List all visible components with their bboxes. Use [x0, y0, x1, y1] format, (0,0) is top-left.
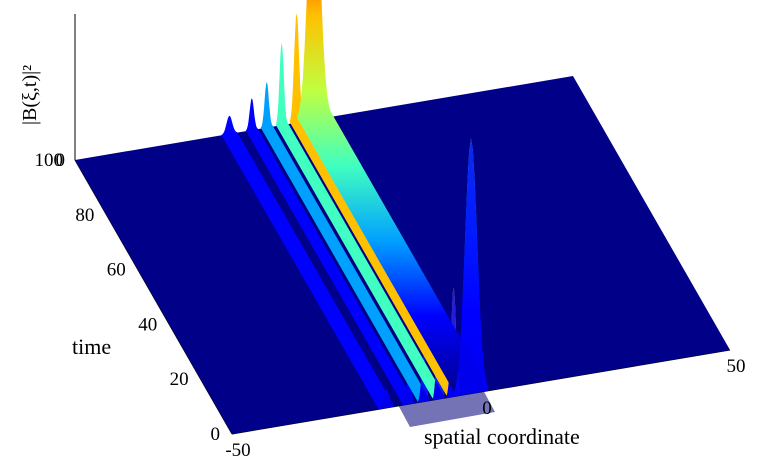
- z-tick-label-0: 0: [56, 150, 66, 171]
- ridge-front-face-1: [402, 372, 415, 406]
- ridge-0: [221, 115, 395, 409]
- ridges-layer: [221, 0, 488, 410]
- x-axis-label: spatial coordinate: [424, 424, 580, 449]
- y-tick-label-3: 60: [107, 260, 126, 281]
- ridge-front-face-5: [454, 138, 488, 397]
- x-tick-label-1: 0: [482, 398, 492, 419]
- ridge-1: [245, 98, 415, 405]
- x-tick-label-0: -50: [225, 440, 250, 461]
- y-axis-label: time: [72, 334, 111, 359]
- ridge-front-face-0: [378, 389, 395, 410]
- y-tick-label-2: 40: [138, 314, 157, 335]
- y-tick-label-5: 100: [35, 150, 64, 171]
- y-tick-label-4: 80: [75, 205, 94, 226]
- y-tick-label-0: 0: [211, 424, 221, 445]
- x-tick-label-2: 50: [727, 356, 746, 377]
- z-axis-label: |B(ξ,t)|²: [19, 65, 41, 125]
- y-tick-label-1: 20: [170, 369, 189, 390]
